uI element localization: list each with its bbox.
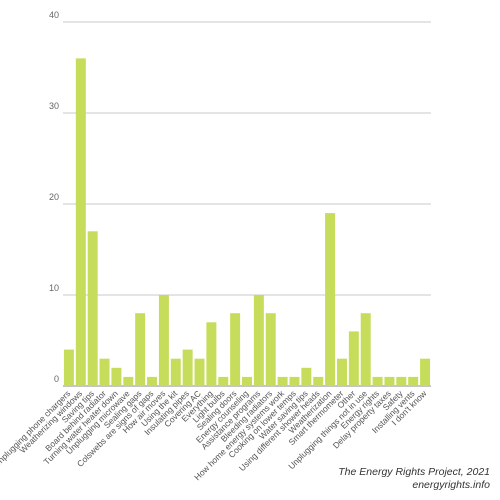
y-tick-label: 0 bbox=[54, 374, 59, 384]
bar bbox=[384, 376, 395, 386]
bar bbox=[408, 376, 419, 386]
bar bbox=[420, 358, 431, 386]
bar bbox=[230, 313, 241, 386]
bar bbox=[325, 213, 336, 386]
bar bbox=[158, 295, 169, 386]
bar bbox=[123, 376, 134, 386]
bar bbox=[336, 358, 347, 386]
y-tick-label: 20 bbox=[49, 192, 59, 202]
bar bbox=[194, 358, 205, 386]
y-axis-ticks: 0 10 20 30 40 bbox=[49, 10, 59, 384]
credit-source: The Energy Rights Project, 2021 bbox=[338, 466, 490, 478]
bar bbox=[206, 322, 217, 386]
y-tick-label: 40 bbox=[49, 10, 59, 20]
bar bbox=[87, 231, 98, 386]
bar bbox=[277, 376, 288, 386]
bar bbox=[147, 376, 158, 386]
bar bbox=[99, 358, 110, 386]
bar bbox=[182, 349, 193, 386]
y-tick-label: 30 bbox=[49, 101, 59, 111]
bar bbox=[135, 313, 146, 386]
bars bbox=[63, 58, 431, 387]
credit-url: energyrights.info bbox=[412, 479, 490, 491]
bar bbox=[63, 349, 74, 386]
bar bbox=[111, 367, 122, 386]
y-tick-label: 10 bbox=[49, 283, 59, 293]
bar bbox=[372, 376, 383, 386]
bar bbox=[265, 313, 276, 386]
gridlines bbox=[63, 21, 431, 387]
bar bbox=[253, 295, 264, 386]
bar bbox=[313, 376, 324, 386]
bar bbox=[75, 58, 86, 387]
bar bbox=[170, 358, 181, 386]
bar bbox=[360, 313, 371, 386]
bar bbox=[396, 376, 407, 386]
bar bbox=[348, 331, 359, 386]
bar bbox=[218, 376, 229, 386]
bar bbox=[289, 376, 300, 386]
bar bbox=[301, 367, 312, 386]
bar bbox=[242, 376, 252, 386]
